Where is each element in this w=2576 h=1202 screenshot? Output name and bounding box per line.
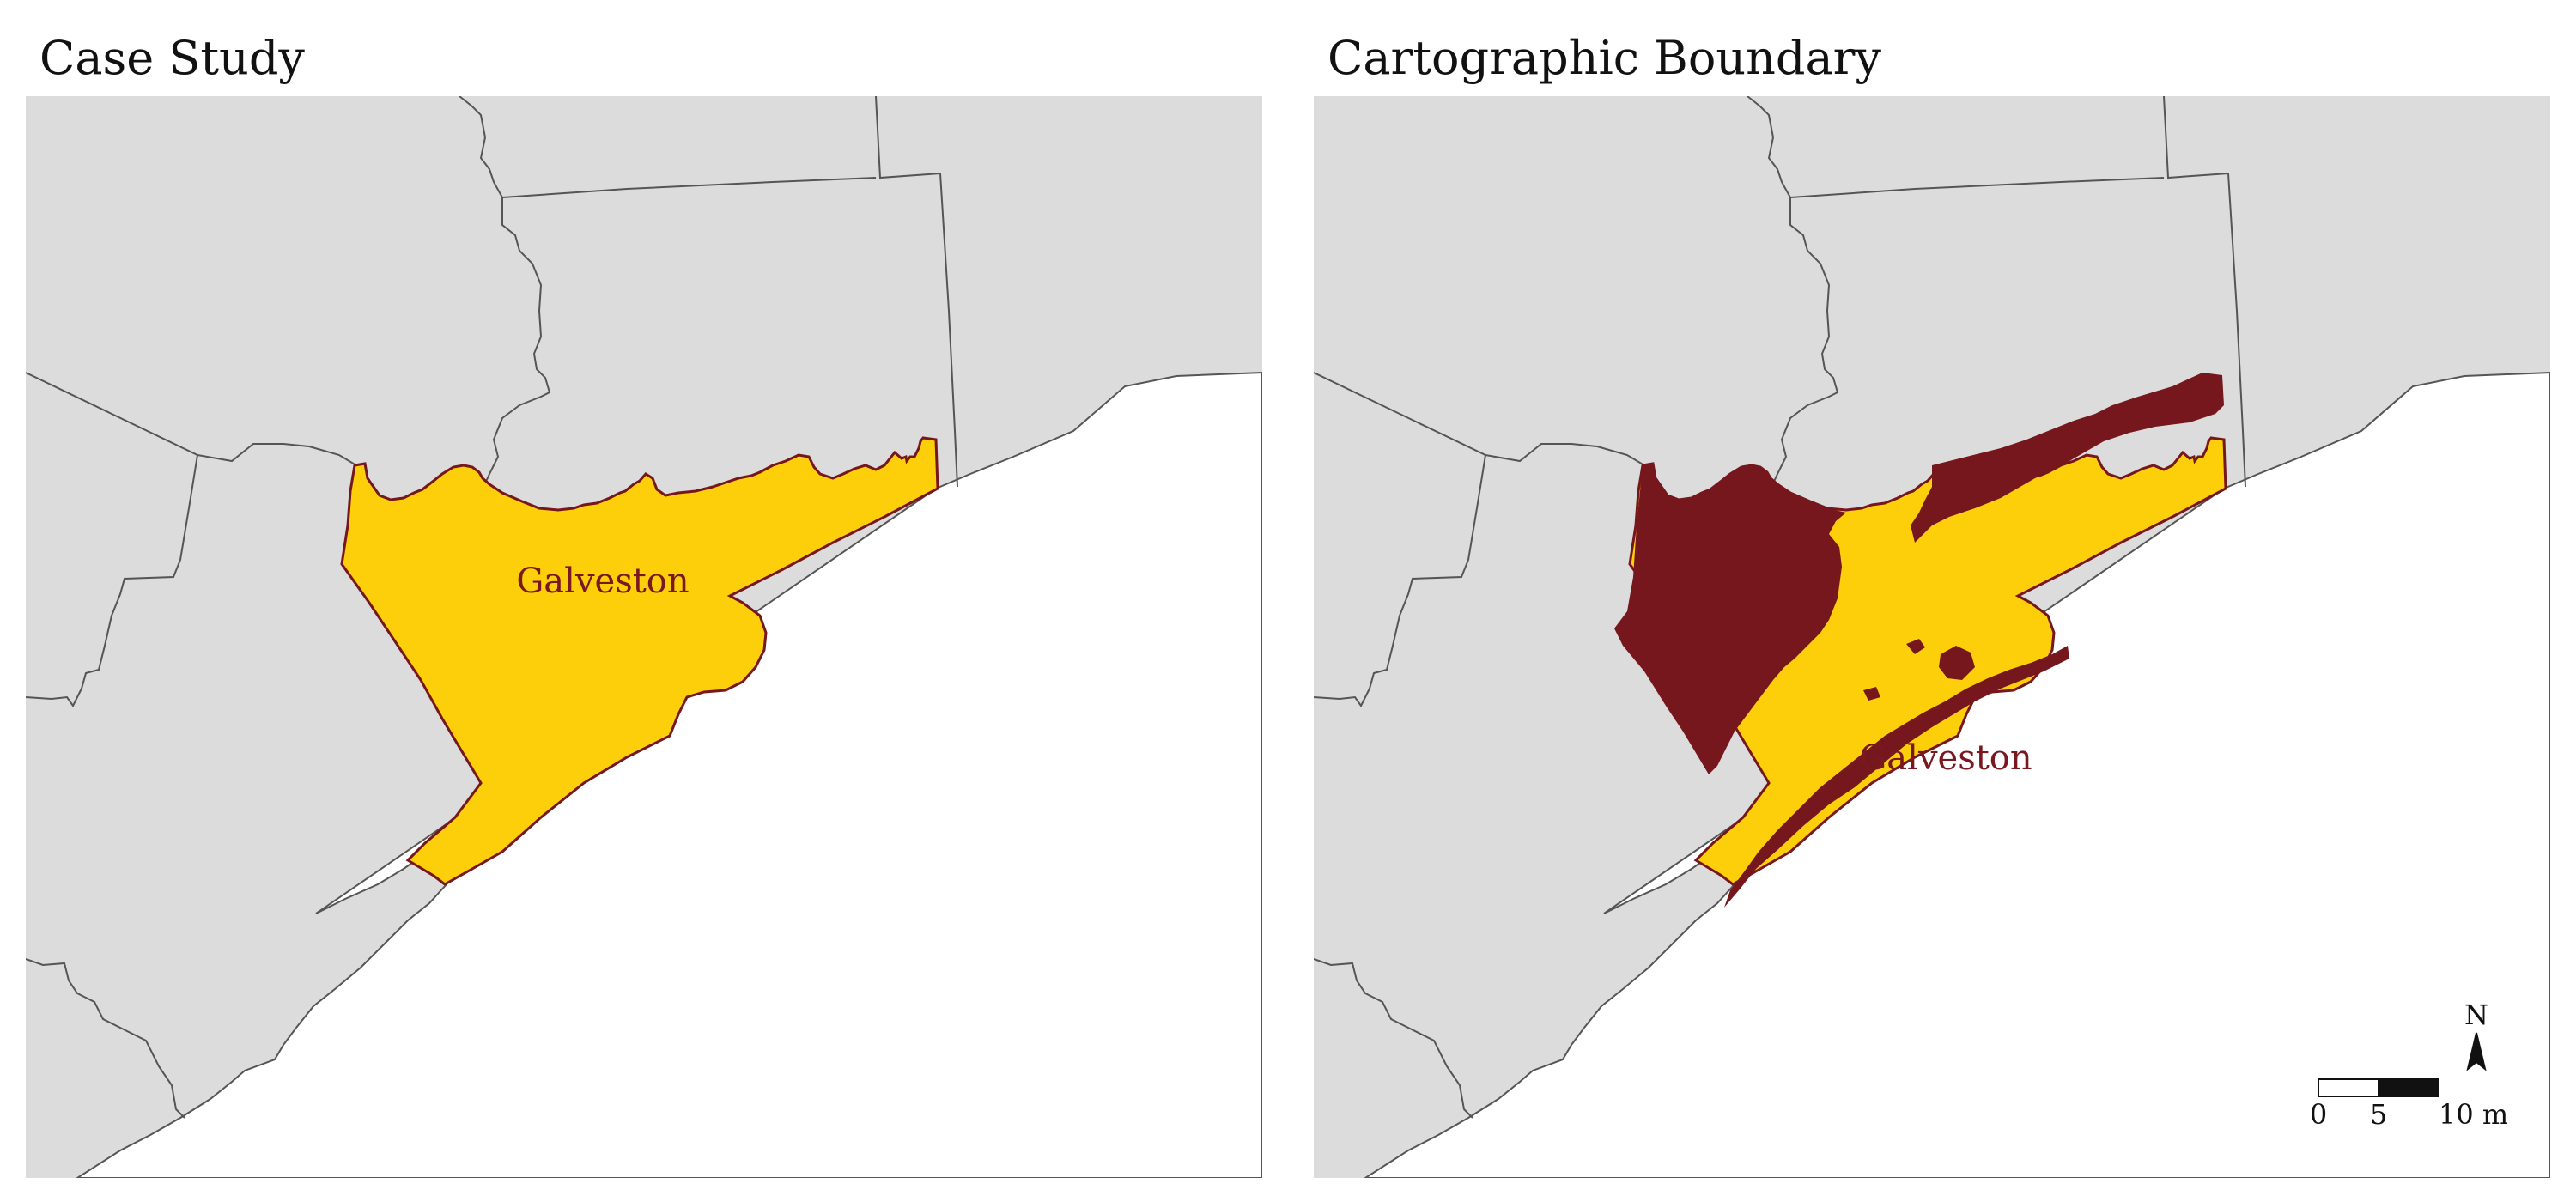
galveston-land-small-island-1	[1906, 639, 1925, 654]
county-borders	[26, 96, 958, 1119]
county-borders	[1314, 96, 2246, 1119]
map-case-study[interactable]: Galveston	[26, 96, 1262, 1178]
galveston-land-mainland[interactable]	[1614, 464, 1846, 774]
north-arrow-label: N	[2464, 999, 2488, 1031]
north-arrow-icon	[2466, 1032, 2487, 1071]
water-gulf	[1364, 371, 2550, 1178]
scale-tick-0: 0	[2310, 1098, 2327, 1129]
panel-title-case-study: Case Study	[39, 31, 305, 85]
galveston-land-small-island-2	[1863, 687, 1880, 701]
scale-bar-segment-black	[2378, 1078, 2439, 1097]
scale-bar-segment-white	[2318, 1078, 2379, 1097]
panel-title-cartographic-boundary: Cartographic Boundary	[1327, 31, 1881, 85]
county-label-galveston: Galveston	[516, 562, 689, 601]
county-label-galveston: Galveston	[1859, 738, 2032, 778]
galveston-county-case-study[interactable]	[340, 436, 939, 886]
water-gulf	[76, 371, 1262, 1178]
scale-tick-5: 5	[2370, 1098, 2387, 1129]
galveston-land-island[interactable]	[1724, 646, 2069, 908]
galveston-land-pelican-island[interactable]	[1939, 646, 1975, 680]
galveston-land-bolivar[interactable]	[1911, 373, 2224, 543]
map-cartographic-boundary[interactable]: Galveston	[1314, 96, 2550, 1178]
scale-tick-10: 10 mi	[2439, 1098, 2507, 1129]
scale-bar: N 0 5 10 mi	[2310, 992, 2507, 1129]
